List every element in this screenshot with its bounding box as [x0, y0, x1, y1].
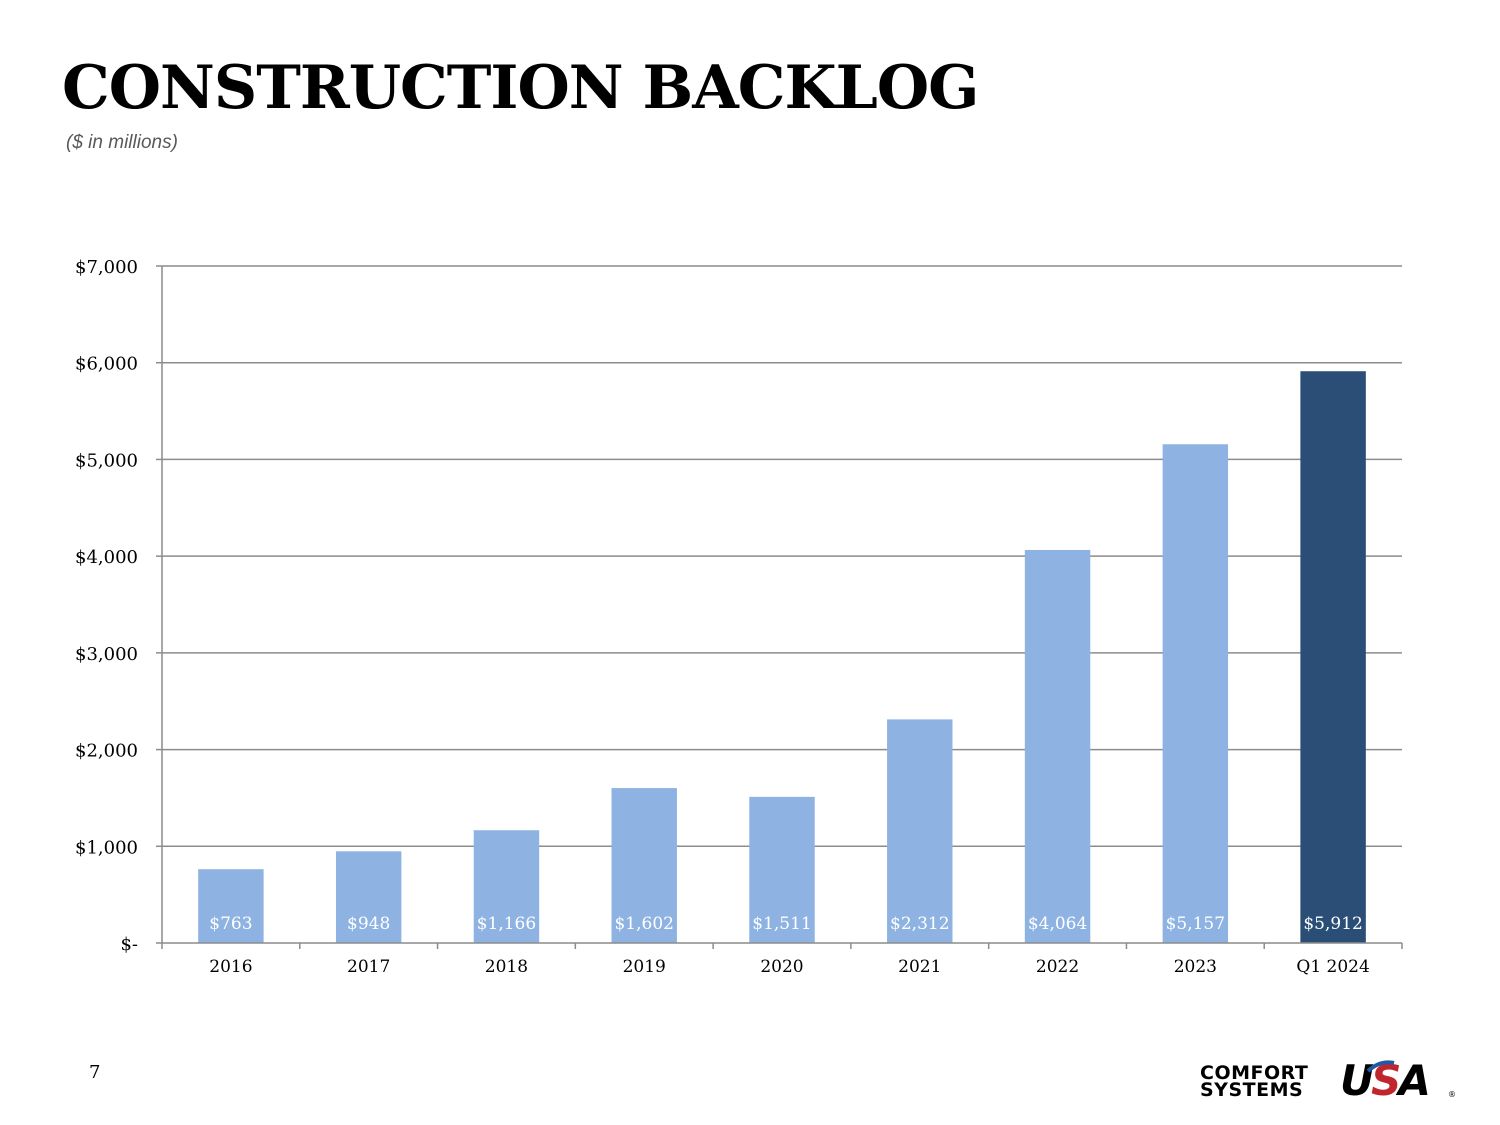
logo-usa-a: A — [1398, 1056, 1430, 1105]
logo-wordmark: COMFORT SYSTEMS — [1200, 1062, 1309, 1101]
page-subtitle: ($ in millions) — [66, 132, 178, 153]
y-tick-label: $2,000 — [75, 741, 138, 762]
bar-data-label: $948 — [347, 914, 390, 934]
bar-2019 — [611, 788, 677, 943]
bar-2018 — [473, 830, 540, 943]
bar-2022 — [1024, 549, 1091, 943]
y-axis-tick-labels: $- $1,000 $2,000 $3,000 $4,000 $5,000 $6,000 $7… — [75, 257, 138, 955]
bar-2020 — [749, 796, 815, 943]
logo-usa-u: U — [1340, 1056, 1374, 1105]
bar-data-label: $763 — [209, 914, 252, 934]
y-tick-label: $7,000 — [75, 257, 138, 278]
x-tick-label: 2018 — [485, 957, 528, 977]
x-tick-label: Q1 2024 — [1296, 957, 1369, 977]
y-tick-label: $3,000 — [75, 644, 138, 665]
bar-q1-2024 — [1300, 371, 1366, 944]
axes — [156, 265, 1403, 949]
bars — [198, 371, 1366, 944]
bar-2021 — [887, 719, 953, 943]
page-number: 7 — [89, 1062, 101, 1083]
y-tick-label: $6,000 — [75, 354, 138, 375]
x-tick-label: 2019 — [623, 957, 666, 977]
bar-data-labels: $763 $948 $1,166 $1,602 $1,511 $2,312 $4,064 $5… — [209, 914, 1363, 934]
y-tick-label: $1,000 — [75, 837, 138, 858]
bar-2016 — [198, 869, 264, 943]
y-tick-label: $4,000 — [75, 547, 138, 568]
bar-data-label: $1,166 — [477, 914, 536, 934]
logo-usa-mark: USA — [1340, 1056, 1431, 1105]
bar-2017 — [335, 851, 402, 943]
bar-data-label: $5,157 — [1166, 914, 1225, 934]
comfort-systems-usa-logo: COMFORT SYSTEMS USA ® — [1198, 1056, 1458, 1106]
x-tick-label: 2020 — [760, 957, 803, 977]
bar-data-label: $4,064 — [1028, 914, 1087, 934]
x-axis-tick-labels: 2016 2017 2018 2019 2020 2021 2022 2023 Q1 2024 — [209, 957, 1370, 977]
bar-data-label: $1,602 — [614, 914, 673, 934]
x-tick-label: 2022 — [1036, 957, 1079, 977]
x-tick-label: 2016 — [209, 957, 252, 977]
page-title: CONSTRUCTION BACKLOG — [62, 53, 979, 123]
bar-data-label: $2,312 — [890, 914, 949, 934]
logo-line-comfort: COMFORT — [1200, 1062, 1309, 1084]
y-tick-label: $- — [120, 934, 138, 955]
registered-mark: ® — [1448, 1090, 1456, 1099]
bar-2023 — [1162, 444, 1229, 943]
y-tick-label: $5,000 — [75, 450, 138, 471]
x-tick-label: 2021 — [898, 957, 941, 977]
bar-data-label: $5,912 — [1303, 914, 1362, 934]
bar-data-label: $1,511 — [752, 914, 811, 934]
x-tick-label: 2023 — [1174, 957, 1217, 977]
logo-swoosh-icon — [1366, 1060, 1395, 1073]
logo-line-systems: SYSTEMS — [1200, 1079, 1304, 1101]
x-tick-label: 2017 — [347, 957, 390, 977]
